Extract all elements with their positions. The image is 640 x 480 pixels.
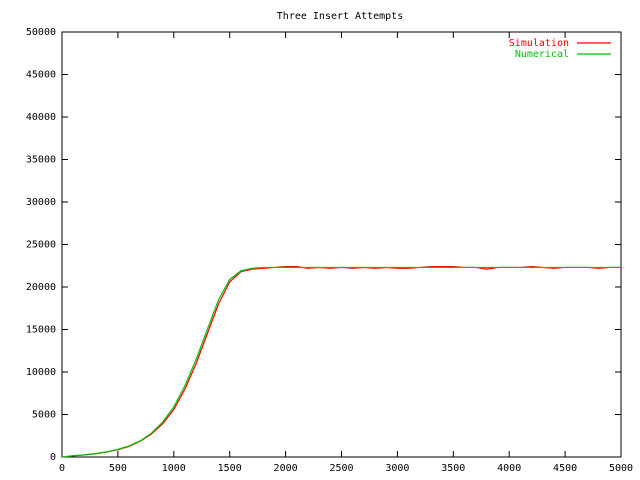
chart-title: Three Insert Attempts bbox=[277, 11, 403, 22]
x-tick-label: 500 bbox=[109, 463, 127, 474]
y-tick-label: 30000 bbox=[26, 197, 56, 208]
x-tick-label: 1000 bbox=[162, 463, 186, 474]
y-tick-label: 0 bbox=[50, 452, 56, 463]
x-tick-label: 2000 bbox=[274, 463, 298, 474]
x-tick-label: 3000 bbox=[385, 463, 409, 474]
y-tick-label: 5000 bbox=[32, 410, 56, 421]
y-tick-label: 45000 bbox=[26, 70, 56, 81]
x-tick-label: 0 bbox=[59, 463, 65, 474]
x-tick-label: 4500 bbox=[553, 463, 577, 474]
x-tick-label: 5000 bbox=[609, 463, 633, 474]
legend-label: Numerical bbox=[515, 49, 569, 60]
x-tick-label: 3500 bbox=[441, 463, 465, 474]
y-tick-label: 15000 bbox=[26, 325, 56, 336]
x-tick-label: 4000 bbox=[497, 463, 521, 474]
y-tick-label: 20000 bbox=[26, 282, 56, 293]
legend-label: Simulation bbox=[509, 38, 569, 49]
y-tick-label: 10000 bbox=[26, 367, 56, 378]
y-tick-label: 50000 bbox=[26, 27, 56, 38]
series-line bbox=[61, 266, 621, 458]
x-tick-label: 1500 bbox=[218, 463, 242, 474]
y-tick-label: 40000 bbox=[26, 112, 56, 123]
y-tick-label: 25000 bbox=[26, 240, 56, 251]
y-tick-label: 35000 bbox=[26, 155, 56, 166]
x-tick-label: 2500 bbox=[329, 463, 353, 474]
